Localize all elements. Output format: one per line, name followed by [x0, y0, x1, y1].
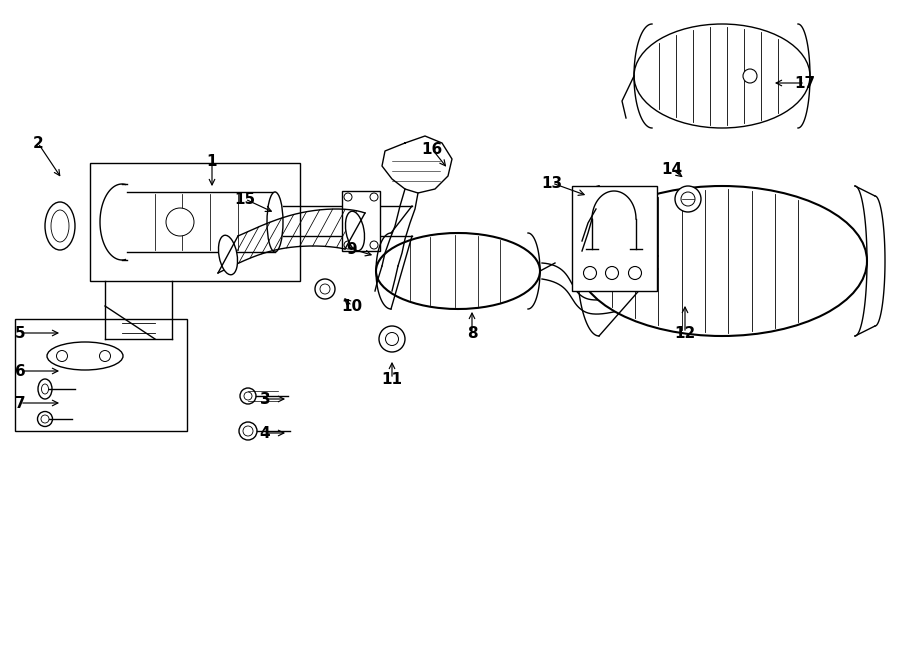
Text: 3: 3	[260, 391, 270, 407]
Ellipse shape	[41, 384, 49, 394]
Text: 17: 17	[795, 75, 815, 91]
Ellipse shape	[41, 415, 49, 423]
Ellipse shape	[346, 212, 365, 251]
Bar	[572, 186, 657, 291]
Ellipse shape	[376, 233, 540, 309]
Ellipse shape	[166, 208, 194, 236]
Ellipse shape	[100, 350, 111, 362]
Ellipse shape	[379, 326, 405, 352]
Text: 15: 15	[234, 192, 256, 206]
Bar	[342, 191, 380, 251]
Ellipse shape	[315, 279, 335, 299]
Ellipse shape	[320, 284, 330, 294]
Ellipse shape	[240, 388, 256, 404]
Ellipse shape	[344, 241, 352, 249]
Ellipse shape	[370, 241, 378, 249]
Ellipse shape	[243, 426, 253, 436]
Text: 12: 12	[674, 325, 696, 340]
Text: 2: 2	[32, 136, 43, 151]
Ellipse shape	[239, 422, 257, 440]
Ellipse shape	[244, 392, 252, 400]
Polygon shape	[382, 136, 452, 193]
Ellipse shape	[675, 186, 701, 212]
Text: 14: 14	[662, 161, 682, 176]
Text: 16: 16	[421, 141, 443, 157]
Ellipse shape	[370, 193, 378, 201]
Ellipse shape	[38, 379, 52, 399]
Text: 6: 6	[14, 364, 25, 379]
Ellipse shape	[583, 266, 597, 280]
Ellipse shape	[47, 342, 123, 370]
Ellipse shape	[38, 412, 52, 426]
Text: 9: 9	[346, 241, 357, 256]
Ellipse shape	[344, 193, 352, 201]
Ellipse shape	[606, 266, 618, 280]
Ellipse shape	[577, 186, 867, 336]
Ellipse shape	[385, 332, 399, 346]
Ellipse shape	[219, 235, 238, 275]
Text: 5: 5	[14, 325, 25, 340]
Ellipse shape	[51, 210, 69, 242]
Text: 7: 7	[14, 395, 25, 410]
Ellipse shape	[45, 202, 75, 250]
Text: 10: 10	[341, 299, 363, 313]
Ellipse shape	[57, 350, 68, 362]
Text: 11: 11	[382, 371, 402, 387]
Bar	[15, 319, 187, 431]
Ellipse shape	[681, 192, 695, 206]
Ellipse shape	[634, 24, 810, 128]
Ellipse shape	[267, 192, 283, 252]
Ellipse shape	[743, 69, 757, 83]
Bar	[90, 163, 300, 281]
Text: 13: 13	[542, 176, 562, 190]
Text: 4: 4	[260, 426, 270, 440]
Text: 1: 1	[207, 153, 217, 169]
Text: 8: 8	[467, 325, 477, 340]
Ellipse shape	[628, 266, 642, 280]
